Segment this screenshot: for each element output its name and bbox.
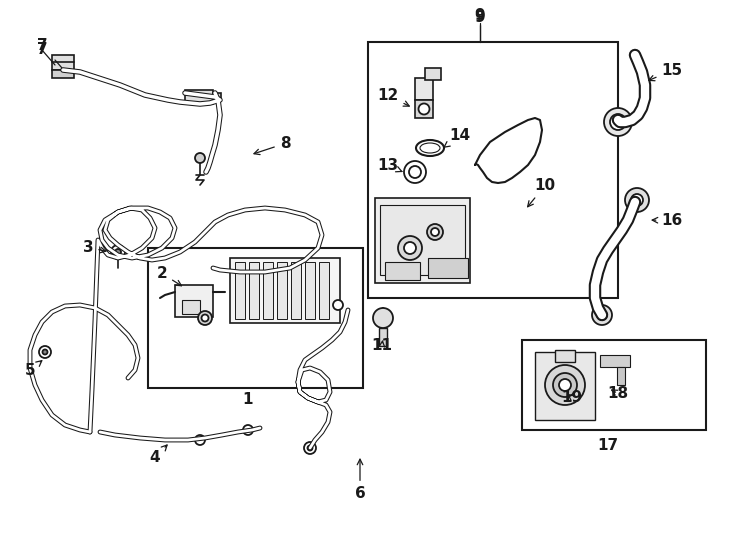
Text: 15: 15 xyxy=(649,63,683,81)
Circle shape xyxy=(625,188,649,212)
Circle shape xyxy=(431,228,439,236)
Bar xyxy=(235,262,245,319)
Bar xyxy=(600,355,630,367)
Circle shape xyxy=(404,242,416,254)
Text: 14: 14 xyxy=(444,128,470,147)
Text: 2: 2 xyxy=(156,266,181,286)
Circle shape xyxy=(195,153,205,163)
Text: 19: 19 xyxy=(562,390,583,405)
Bar xyxy=(428,258,468,278)
Bar xyxy=(249,262,259,319)
Bar xyxy=(368,42,618,298)
Bar xyxy=(263,262,273,319)
Bar xyxy=(522,340,706,430)
Text: 16: 16 xyxy=(653,213,683,228)
Bar xyxy=(319,262,329,319)
Text: 4: 4 xyxy=(150,445,167,465)
Bar xyxy=(52,55,74,70)
Circle shape xyxy=(398,236,422,260)
Circle shape xyxy=(545,365,585,405)
Circle shape xyxy=(404,161,426,183)
Circle shape xyxy=(553,373,577,397)
Circle shape xyxy=(243,425,253,435)
Bar xyxy=(52,70,74,78)
Bar xyxy=(375,198,470,283)
Bar xyxy=(185,90,213,104)
Circle shape xyxy=(43,349,48,354)
Circle shape xyxy=(195,435,205,445)
Text: 7: 7 xyxy=(37,43,47,57)
Bar xyxy=(415,100,433,118)
Text: 7: 7 xyxy=(37,37,47,52)
Bar xyxy=(148,248,363,388)
Bar xyxy=(379,328,387,346)
Bar xyxy=(182,300,200,314)
Circle shape xyxy=(39,346,51,358)
Text: 10: 10 xyxy=(528,178,556,207)
Circle shape xyxy=(202,314,208,321)
Ellipse shape xyxy=(416,140,444,156)
Bar xyxy=(415,78,433,100)
Circle shape xyxy=(304,442,316,454)
Circle shape xyxy=(604,108,632,136)
Circle shape xyxy=(631,194,643,206)
Bar xyxy=(425,68,441,80)
Bar xyxy=(535,352,595,420)
Text: 12: 12 xyxy=(377,88,410,106)
Circle shape xyxy=(373,308,393,328)
Text: 5: 5 xyxy=(25,361,42,378)
Text: 8: 8 xyxy=(254,136,291,154)
Bar xyxy=(230,258,340,323)
Circle shape xyxy=(597,310,607,320)
Bar xyxy=(277,262,287,319)
Circle shape xyxy=(115,249,121,255)
Text: 13: 13 xyxy=(377,158,402,173)
Text: 17: 17 xyxy=(597,437,619,453)
Circle shape xyxy=(427,224,443,240)
Circle shape xyxy=(333,300,343,310)
Bar xyxy=(291,262,301,319)
Circle shape xyxy=(610,114,626,130)
Bar xyxy=(213,93,221,101)
Text: 18: 18 xyxy=(608,386,628,401)
Text: 3: 3 xyxy=(83,240,106,255)
Bar xyxy=(305,262,315,319)
Bar xyxy=(175,285,213,317)
Text: 1: 1 xyxy=(243,393,253,408)
Bar xyxy=(385,262,420,280)
Circle shape xyxy=(308,446,313,450)
Circle shape xyxy=(418,104,429,114)
Circle shape xyxy=(559,379,571,391)
Text: 6: 6 xyxy=(355,459,366,501)
Circle shape xyxy=(592,305,612,325)
Bar xyxy=(617,367,625,385)
Bar xyxy=(555,350,575,362)
Circle shape xyxy=(409,166,421,178)
Text: 9: 9 xyxy=(475,8,485,23)
Circle shape xyxy=(111,245,125,259)
Text: 9: 9 xyxy=(475,10,485,25)
Circle shape xyxy=(198,311,212,325)
Bar xyxy=(380,205,465,275)
Text: 11: 11 xyxy=(371,338,393,353)
